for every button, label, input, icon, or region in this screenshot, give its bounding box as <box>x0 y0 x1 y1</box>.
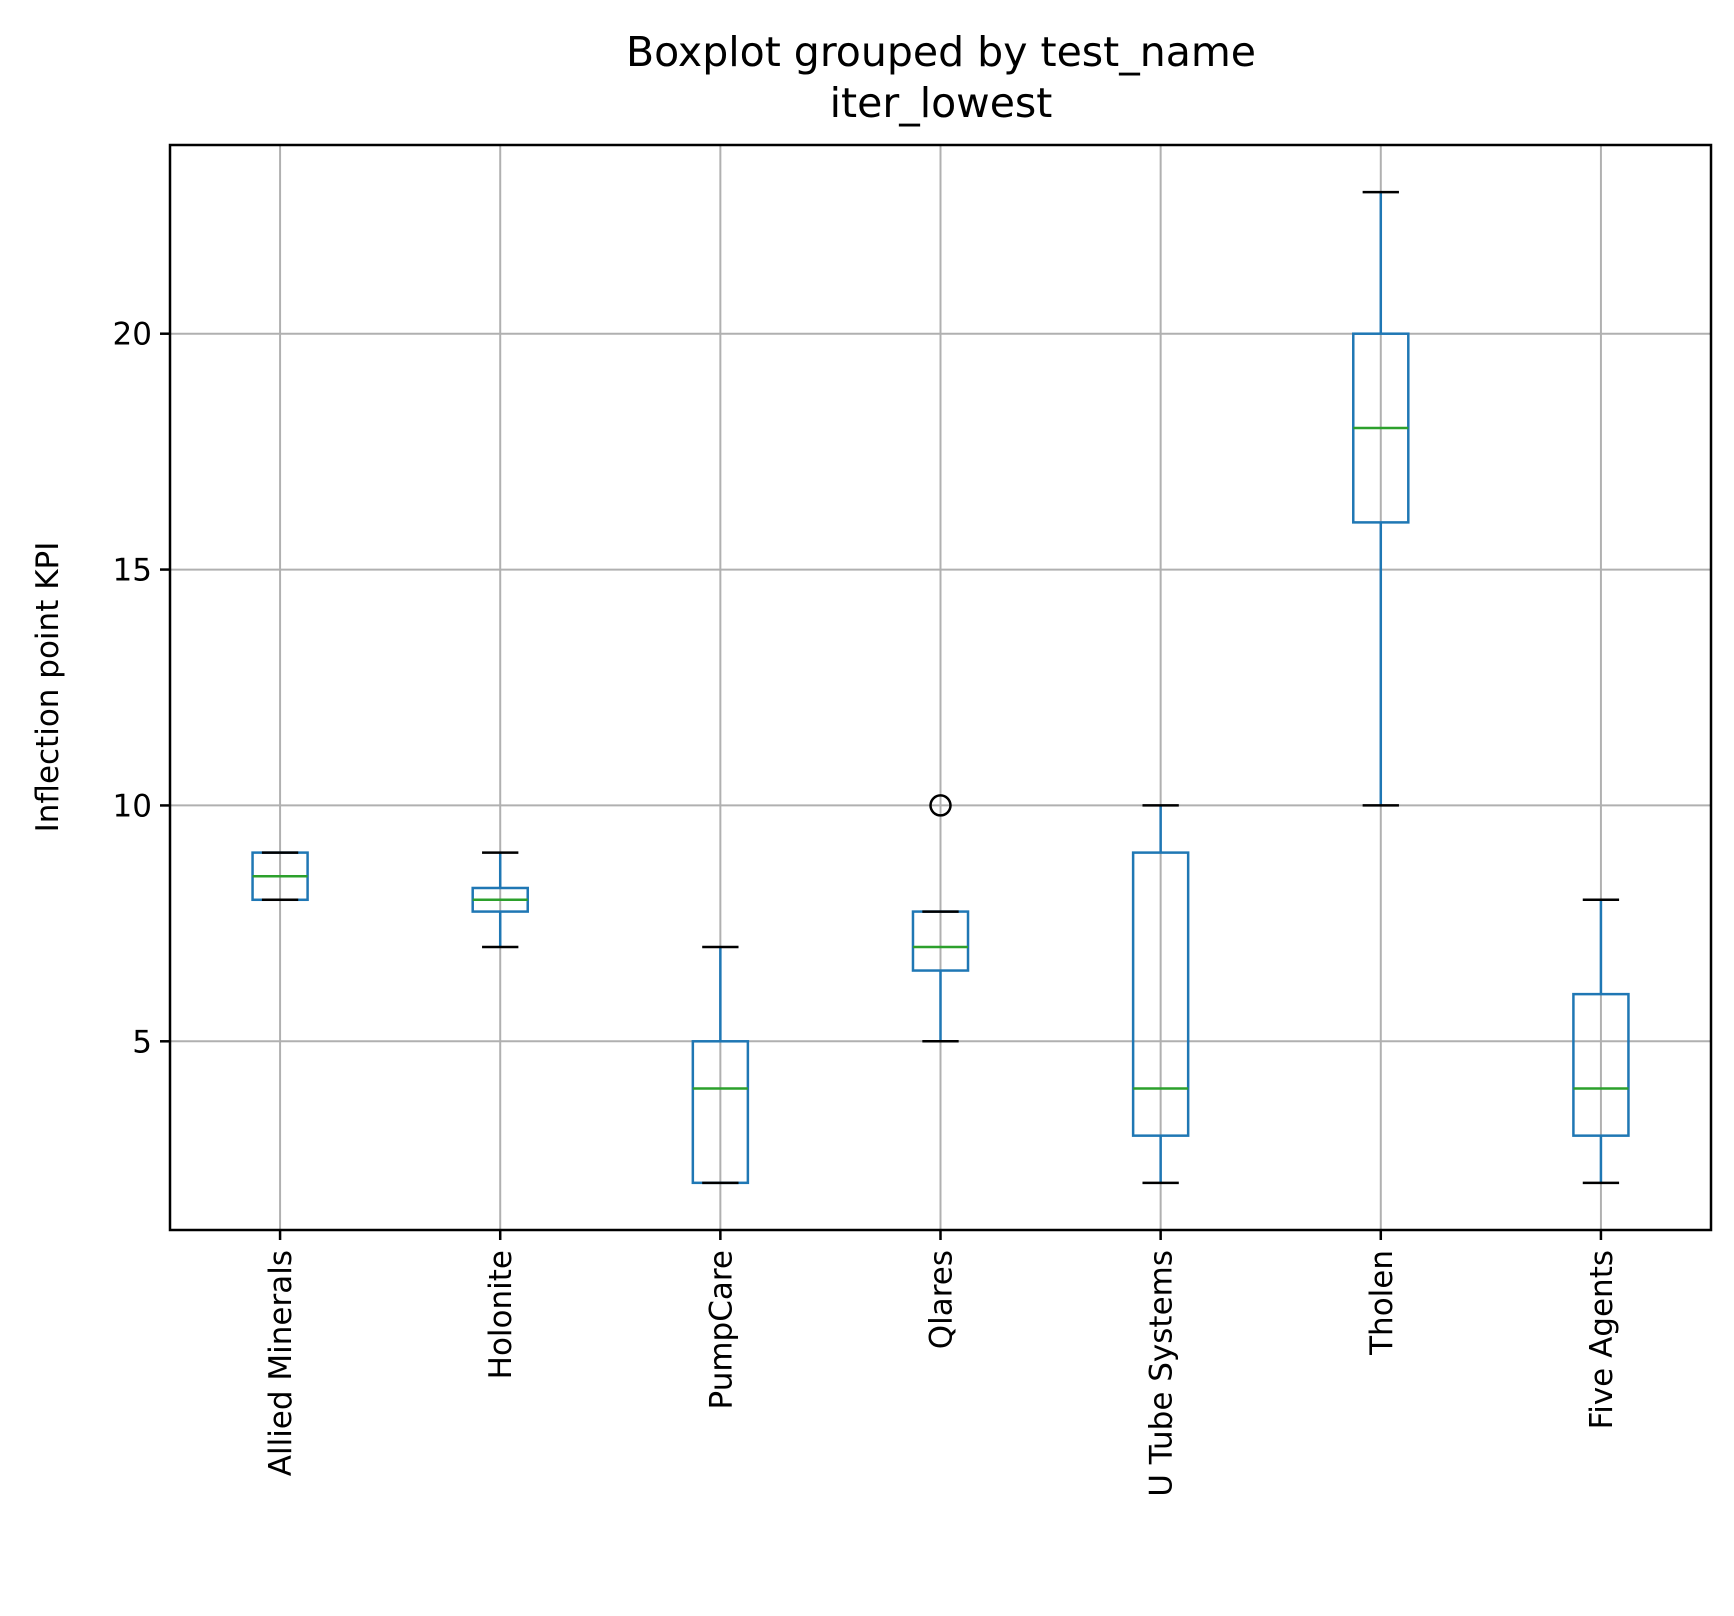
x-tick-label: Qlares <box>924 1250 960 1349</box>
x-tick-label: PumpCare <box>703 1250 739 1409</box>
grid <box>170 145 1711 1230</box>
box-group <box>911 794 970 1043</box>
box-group <box>1572 898 1630 1185</box>
box-group <box>471 851 529 949</box>
ticks: 5 10 15 20 Allied Minerals Holonite PumpCare Ql… <box>113 317 1620 1497</box>
y-axis-label: Inflection point KPI <box>30 542 66 833</box>
x-tick-label: Five Agents <box>1584 1250 1620 1429</box>
x-tick-label: Tholen <box>1364 1250 1400 1356</box>
x-tick-label: Holonite <box>483 1250 519 1379</box>
outlier-point <box>929 794 952 817</box>
box-group <box>691 945 750 1185</box>
chart-title: Boxplot grouped by test_name <box>626 28 1256 76</box>
box <box>1572 992 1630 1137</box>
box-group <box>251 851 309 902</box>
box-group <box>1131 804 1190 1185</box>
y-tick-label: 10 <box>113 788 152 824</box>
boxes <box>251 190 1630 1185</box>
y-tick-label: 20 <box>113 317 152 353</box>
box-group <box>1352 190 1410 807</box>
x-tick-label: U Tube Systems <box>1144 1250 1180 1497</box>
box <box>1131 851 1190 1137</box>
x-tick-label: Allied Minerals <box>263 1250 299 1476</box>
y-tick-label: 5 <box>132 1024 152 1060</box>
y-tick-label: 15 <box>113 553 152 589</box>
chart-subtitle: iter_lowest <box>830 79 1053 127</box>
